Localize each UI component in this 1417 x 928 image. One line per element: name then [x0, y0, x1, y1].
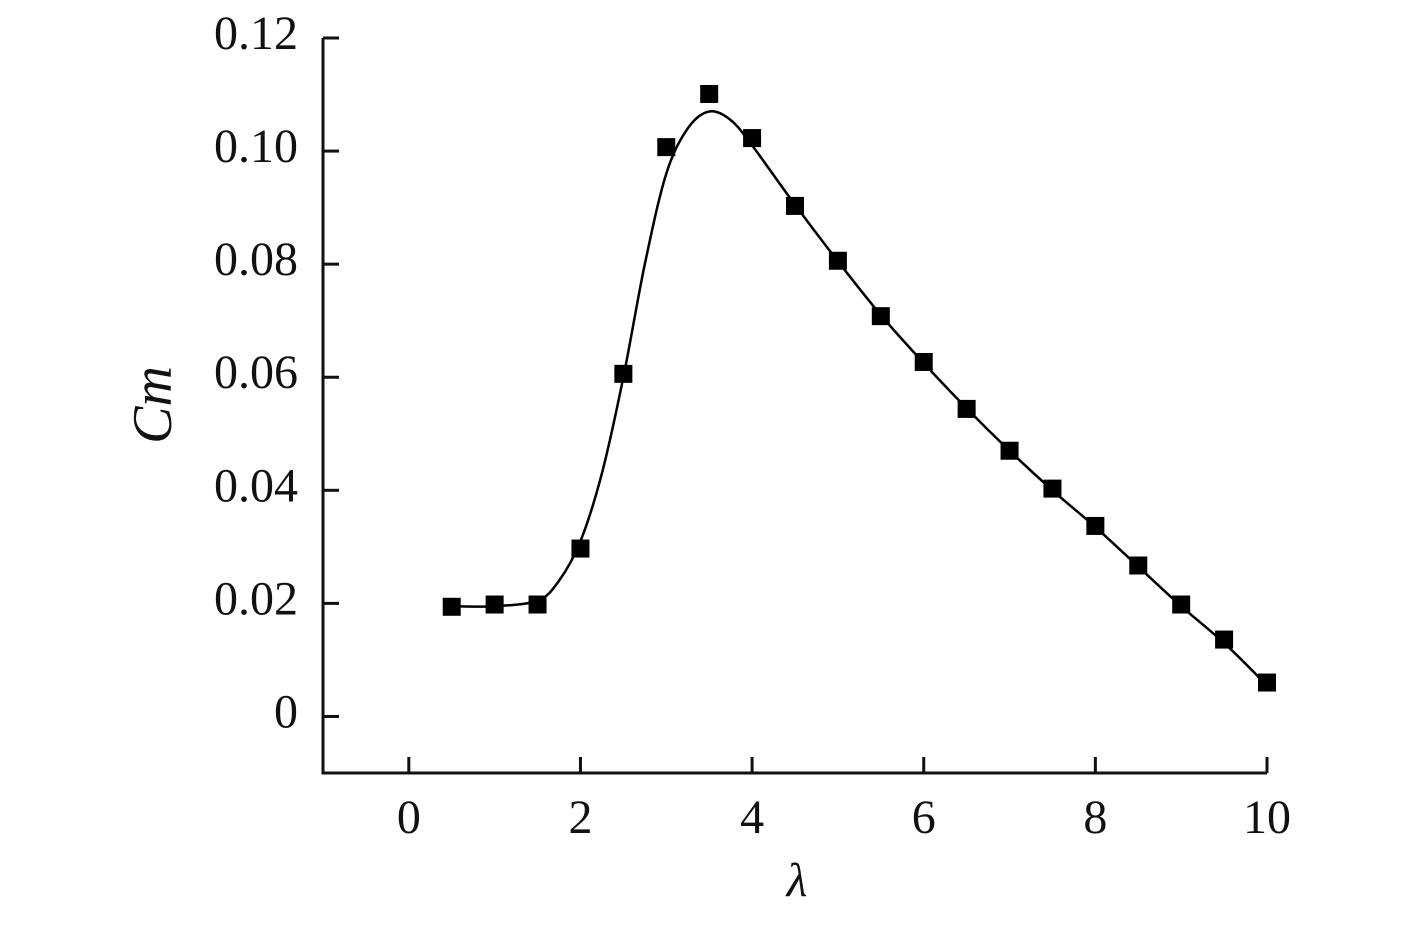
data-point [1000, 441, 1019, 460]
data-point [1129, 556, 1148, 575]
data-point [1086, 516, 1105, 535]
y-tick-label: 0 [274, 685, 298, 738]
data-point [743, 129, 762, 148]
x-tick-label: 4 [740, 791, 764, 844]
data-point [914, 352, 933, 371]
x-tick-label: 6 [912, 791, 936, 844]
x-tick-label: 8 [1083, 791, 1107, 844]
data-point [1215, 630, 1234, 649]
x-tick-label: 10 [1243, 791, 1291, 844]
data-point [700, 84, 719, 103]
data-point [1043, 479, 1062, 498]
data-point [571, 539, 590, 558]
data-point [614, 364, 633, 383]
y-tick-label: 0.08 [214, 233, 298, 286]
data-point [1172, 595, 1191, 614]
data-point [528, 595, 547, 614]
y-tick-label: 0.10 [214, 120, 298, 173]
axes [321, 38, 1267, 775]
data-point [828, 251, 847, 270]
data-point [442, 597, 461, 616]
y-tick-label: 0.06 [214, 346, 298, 399]
data-point [1258, 673, 1276, 692]
fit-curve [451, 109, 1268, 687]
data-point [786, 196, 804, 215]
y-tick-label: 0.02 [214, 572, 298, 625]
x-tick-label: 0 [397, 791, 421, 844]
y-tick-label: 0.12 [214, 7, 298, 60]
y-tick-label: 0.04 [214, 459, 298, 512]
data-point [657, 138, 676, 157]
data-point [485, 595, 504, 614]
data-point [957, 399, 976, 418]
x-axis-label: λ [785, 854, 808, 907]
data-point [871, 307, 890, 326]
x-tick-label: 2 [568, 791, 592, 844]
y-axis-label: Cm [122, 366, 184, 444]
